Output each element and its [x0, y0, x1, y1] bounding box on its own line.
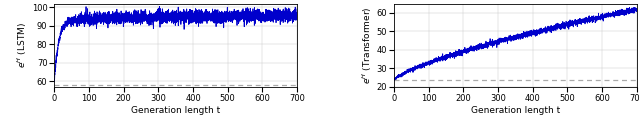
- X-axis label: Generation length t: Generation length t: [471, 106, 560, 115]
- X-axis label: Generation length t: Generation length t: [131, 106, 220, 115]
- Y-axis label: $e^H$ (Transformer): $e^H$ (Transformer): [360, 6, 374, 84]
- Y-axis label: $e^H$ (LSTM): $e^H$ (LSTM): [15, 22, 29, 68]
